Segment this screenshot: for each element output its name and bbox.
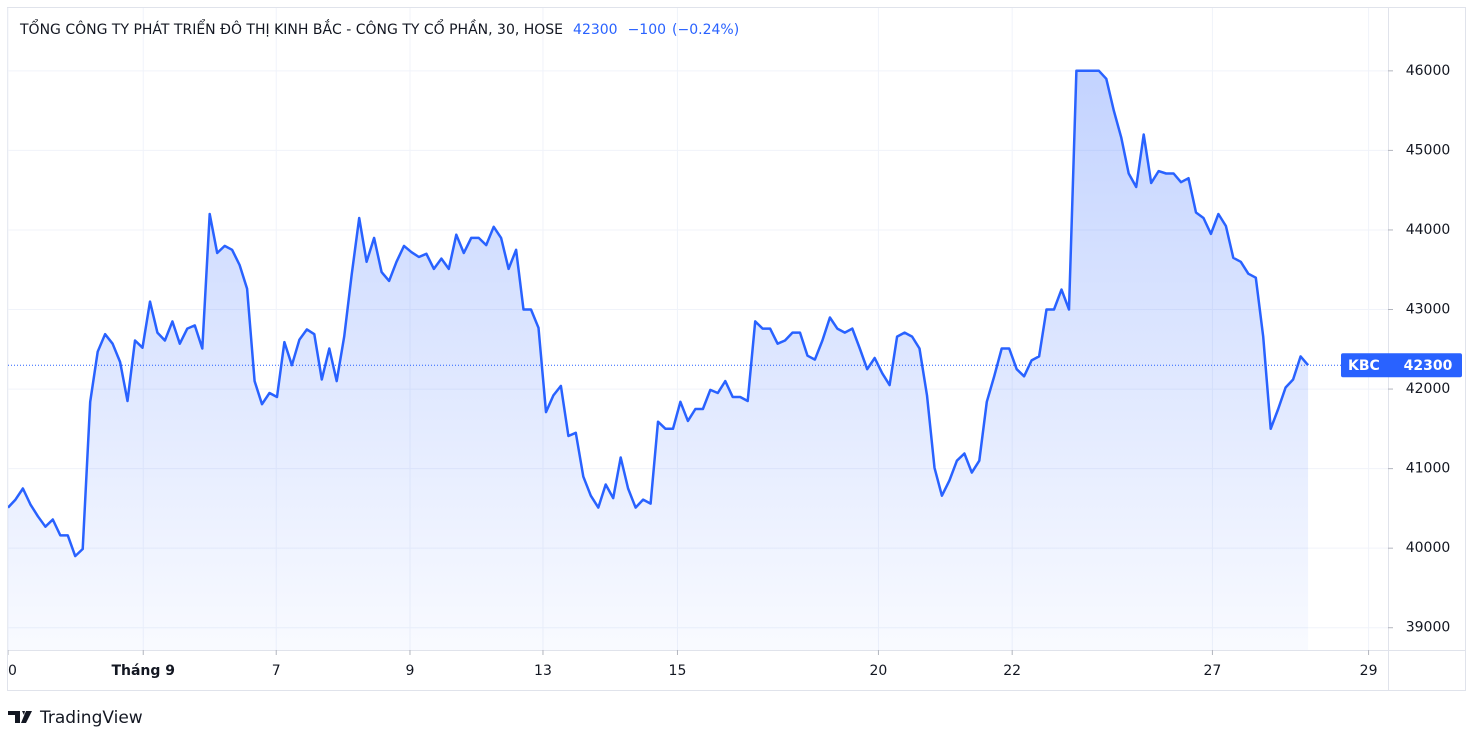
y-tick-label: 39000 bbox=[1406, 620, 1451, 636]
logo-mark bbox=[8, 711, 32, 723]
y-tick-label: 42000 bbox=[1406, 381, 1451, 397]
x-tick-label: 22 bbox=[1003, 663, 1021, 679]
y-tick-label: 40000 bbox=[1406, 540, 1451, 556]
x-tick-label: 27 bbox=[1204, 663, 1222, 679]
area-fill bbox=[8, 70, 1309, 650]
last-price-box bbox=[1341, 353, 1462, 378]
header-price: 42300 bbox=[573, 22, 618, 38]
header-title: TỔNG CÔNG TY PHÁT TRIỂN ĐÔ THỊ KINH BẮC … bbox=[19, 19, 563, 38]
logo: TradingView bbox=[8, 708, 143, 728]
plot bbox=[8, 69, 1388, 650]
header-change-pct: (−0.24%) bbox=[672, 22, 739, 38]
x-tick-label: 9 bbox=[406, 663, 415, 679]
last-price-label: 42300 bbox=[1404, 358, 1453, 374]
y-tick-label: 41000 bbox=[1406, 461, 1451, 477]
symbol-label: KBC bbox=[1348, 358, 1380, 374]
x-tick-label: 13 bbox=[534, 663, 552, 679]
time-axis: 30 Tháng 9 7 9 13 15 20 22 27 29 bbox=[0, 650, 1378, 679]
x-tick-label: Tháng 9 bbox=[111, 663, 175, 679]
header: TỔNG CÔNG TY PHÁT TRIỂN ĐÔ THỊ KINH BẮC … bbox=[19, 19, 739, 38]
x-tick-label: 20 bbox=[870, 663, 888, 679]
x-tick-label: 30 bbox=[0, 663, 17, 679]
y-tick-label: 46000 bbox=[1406, 63, 1451, 79]
price-line bbox=[8, 69, 1310, 558]
y-tick-label: 45000 bbox=[1406, 142, 1451, 158]
y-tick-label: 43000 bbox=[1406, 302, 1451, 318]
x-tick-label: 7 bbox=[272, 663, 281, 679]
x-tick-label: 29 bbox=[1360, 663, 1378, 679]
header-change: −100 bbox=[628, 22, 666, 38]
y-tick-label: 44000 bbox=[1406, 222, 1451, 238]
x-tick-label: 15 bbox=[669, 663, 687, 679]
brand: TradingView bbox=[39, 708, 143, 728]
price-axis: 39000 40000 41000 42000 43000 44000 45000 46000… bbox=[1341, 63, 1462, 636]
